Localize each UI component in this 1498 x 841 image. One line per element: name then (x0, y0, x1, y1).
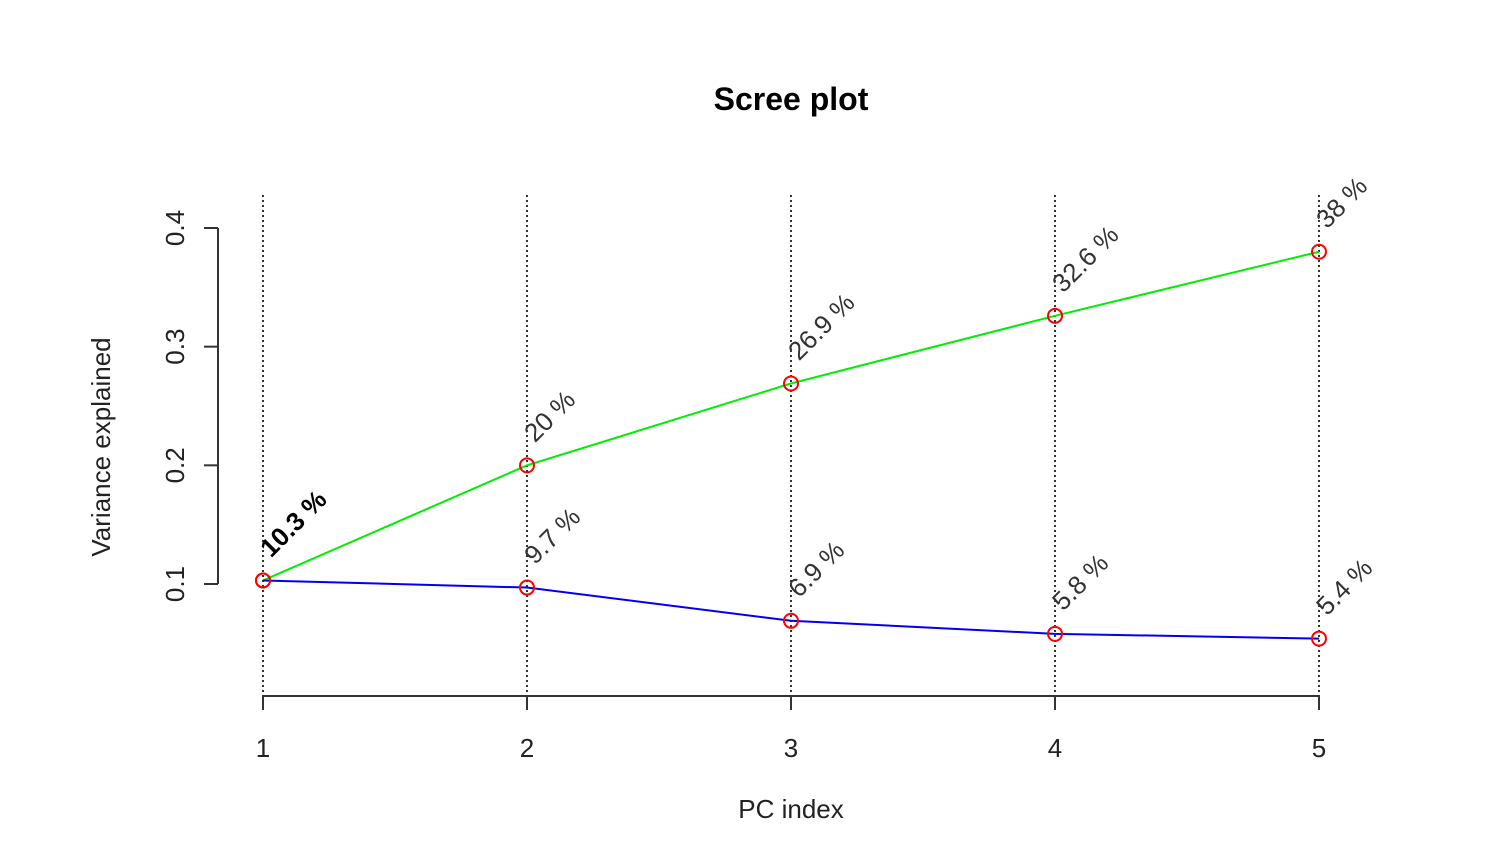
series-2-label-3: 6.9 % (782, 535, 850, 603)
series-2-line (262, 579, 1320, 640)
grid-lines (262, 195, 1320, 696)
series-2-label-4: 5.8 % (1046, 548, 1114, 616)
y-tick-label-4: 0.4 (160, 210, 190, 246)
x-tick-label-5: 5 (1312, 733, 1326, 763)
series-1-label-2: 20 % (518, 384, 581, 447)
data-labels: 10.3 % 20 % 26.9 % 32.6 % 38 % 9.7 % 6.9 % 5.8 … (254, 171, 1378, 621)
series-1-point-3 (783, 375, 799, 392)
x-tick-label-4: 4 (1048, 733, 1062, 763)
series-1-label-3: 26.9 % (782, 287, 860, 365)
y-tick-label-1: 0.1 (160, 566, 190, 602)
x-tick-label-2: 2 (520, 733, 534, 763)
series-1-point-4 (1047, 307, 1063, 324)
series-2-point-2 (519, 579, 535, 596)
x-tick-label-1: 1 (256, 733, 270, 763)
x-tick-label-3: 3 (784, 733, 798, 763)
y-tick-label-3: 0.3 (160, 329, 190, 365)
axes: 1 2 3 4 5 0.1 0.2 0.3 0.4 (160, 210, 1326, 763)
series-1-label-1: 10.3 % (254, 484, 332, 562)
series-2-label-2: 9.7 % (518, 502, 586, 570)
series-2-point-4 (1047, 625, 1063, 642)
series-2-point-5 (1311, 630, 1327, 647)
chart-title: Scree plot (714, 81, 869, 117)
series-1-point-5 (1311, 243, 1327, 260)
x-axis-label: PC index (738, 794, 844, 824)
series-1-point-2 (519, 457, 535, 474)
series-1-label-5: 38 % (1310, 171, 1373, 234)
y-axis-label: Variance explained (86, 337, 116, 556)
series-2-point-3 (783, 612, 799, 629)
series-1-line (262, 250, 1320, 582)
series (255, 243, 1327, 647)
series-2-label-5: 5.4 % (1310, 553, 1378, 621)
series-1-label-4: 32.6 % (1046, 220, 1124, 298)
y-tick-label-2: 0.2 (160, 447, 190, 483)
series-2-point-1 (255, 572, 271, 589)
